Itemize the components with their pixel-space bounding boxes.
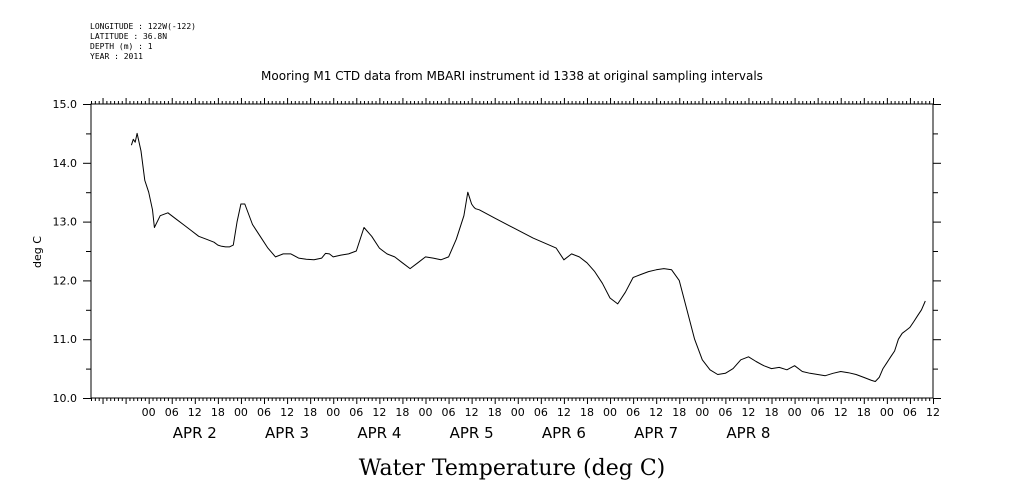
metadata-block: LONGITUDE : 122W(-122) LATITUDE : 36.8N …: [90, 22, 196, 62]
year-label: YEAR : 2011: [90, 52, 143, 61]
x-tick-label: 12: [188, 406, 202, 419]
y-axis-label: deg C: [31, 236, 44, 268]
x-day-label: APR 2: [173, 424, 217, 442]
x-tick-label: 18: [765, 406, 779, 419]
y-tick-label: 12.0: [53, 274, 78, 287]
x-tick-label: 06: [811, 406, 825, 419]
x-tick-label: 06: [442, 406, 456, 419]
x-tick-label: 06: [257, 406, 271, 419]
x-tick-label: 18: [395, 406, 409, 419]
x-axis-title: Water Temperature (deg C): [359, 456, 666, 481]
x-tick-label: 12: [372, 406, 386, 419]
longitude-label: LONGITUDE : 122W(-122): [90, 22, 196, 31]
x-tick-label: 12: [741, 406, 755, 419]
x-tick-label: 18: [211, 406, 225, 419]
x-day-label: APR 3: [265, 424, 309, 442]
x-tick-label: 00: [418, 406, 432, 419]
y-tick-label: 14.0: [53, 157, 78, 170]
x-tick-label: 06: [718, 406, 732, 419]
x-tick-label: 12: [465, 406, 479, 419]
x-tick-label: 18: [672, 406, 686, 419]
x-tick-label: 00: [142, 406, 156, 419]
x-tick-label: 06: [349, 406, 363, 419]
x-tick-label: 18: [488, 406, 502, 419]
x-tick-label: 00: [880, 406, 894, 419]
x-day-label: APR 4: [357, 424, 401, 442]
plot-area: 00 06 12 18 00 06 12 18 00 06 12 18 00 06 12 18 00 06 12 18…: [53, 98, 941, 442]
x-tick-label: 06: [534, 406, 548, 419]
x-tick-label: 00: [695, 406, 709, 419]
x-tick-label: 00: [788, 406, 802, 419]
y-tick-label: 13.0: [53, 216, 78, 229]
x-tick-label: 12: [834, 406, 848, 419]
x-tick-label: 06: [165, 406, 179, 419]
x-tick-label: 18: [303, 406, 317, 419]
x-tick-label: 06: [903, 406, 917, 419]
depth-label: DEPTH (m) : 1: [90, 42, 153, 51]
x-tick-label: 18: [857, 406, 871, 419]
x-tick-label: 12: [649, 406, 663, 419]
x-day-label: APR 5: [450, 424, 494, 442]
y-tick-label: 15.0: [53, 98, 78, 111]
x-tick-label: 00: [603, 406, 617, 419]
y-tick-label: 10.0: [53, 392, 78, 405]
x-tick-label: 00: [326, 406, 340, 419]
x-day-label: APR 6: [542, 424, 586, 442]
x-tick-label: 06: [626, 406, 640, 419]
temperature-series-line: [130, 132, 926, 382]
x-tick-label: 12: [280, 406, 294, 419]
plot-frame: [90, 103, 934, 399]
y-tick-label: 11.0: [53, 333, 78, 346]
x-day-label: APR 7: [634, 424, 678, 442]
latitude-label: LATITUDE : 36.8N: [90, 32, 168, 41]
chart-title: Mooring M1 CTD data from MBARI instrumen…: [261, 69, 763, 83]
x-day-label: APR 8: [726, 424, 770, 442]
x-tick-label: 18: [580, 406, 594, 419]
x-tick-label: 00: [511, 406, 525, 419]
x-tick-label: 12: [926, 406, 940, 419]
x-tick-label: 00: [234, 406, 248, 419]
x-tick-label: 12: [557, 406, 571, 419]
